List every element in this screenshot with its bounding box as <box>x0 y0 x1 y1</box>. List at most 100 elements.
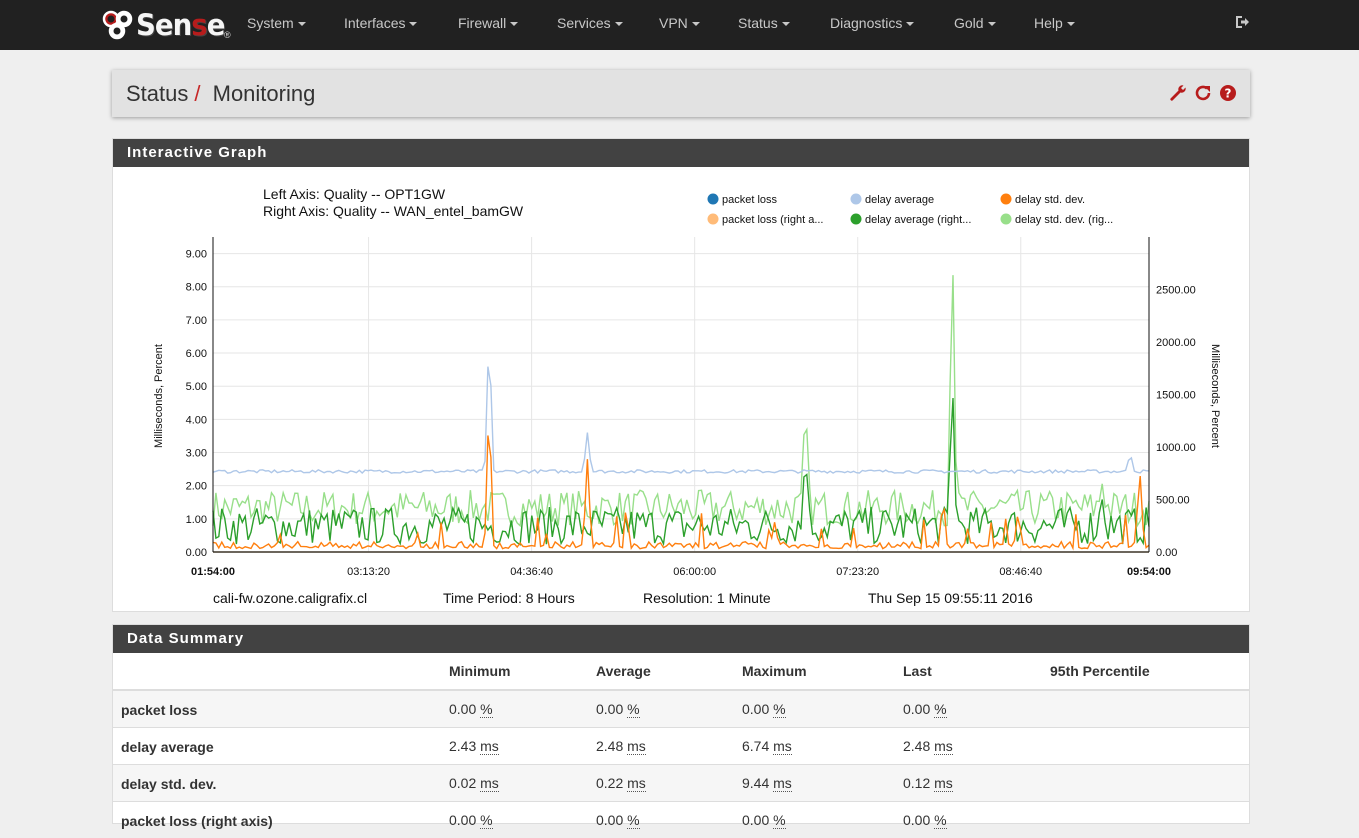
summary-cell-max: 0.00 % <box>741 800 902 838</box>
summary-column-header: Last <box>902 653 1049 691</box>
x-tick-label: 03:13:20 <box>347 566 390 578</box>
legend-label: packet loss (right a... <box>722 214 824 226</box>
caret-down-icon <box>781 22 790 27</box>
summary-unit: ms <box>773 737 792 755</box>
summary-value: 0.22 <box>596 774 624 791</box>
summary-cell-percentile <box>1049 800 1249 838</box>
refresh-icon[interactable] <box>1194 84 1212 102</box>
x-tick-label: 01:54:00 <box>191 566 235 578</box>
y-left-tick-label: 8.00 <box>186 282 207 294</box>
y-left-tick-label: 0.00 <box>186 547 207 559</box>
summary-unit: % <box>934 811 947 829</box>
caret-down-icon <box>614 22 623 27</box>
series-line-2 <box>212 435 1150 551</box>
summary-cell-min: 0.00 % <box>448 689 595 727</box>
nav-interfaces-menu[interactable]: Interfaces <box>344 0 418 50</box>
y-left-tick-label: 5.00 <box>186 381 207 393</box>
nav-firewall-menu[interactable]: Firewall <box>458 0 519 50</box>
series-line-4 <box>212 397 1150 547</box>
summary-value: 6.74 <box>742 737 770 754</box>
summary-value: 2.48 <box>903 737 931 754</box>
summary-cell-avg: 0.00 % <box>595 800 741 838</box>
legend-swatch <box>1000 213 1012 225</box>
nav-system-menu[interactable]: System <box>247 0 306 50</box>
axis-info-left: Left Axis: Quality -- OPT1GW <box>263 186 446 202</box>
summary-unit: ms <box>627 774 646 792</box>
logo-circles-icon <box>102 10 133 40</box>
wrench-icon[interactable] <box>1169 84 1187 102</box>
legend-swatch <box>1000 193 1012 205</box>
legend-label: packet loss <box>722 194 778 206</box>
breadcrumb: Status / Monitoring ? <box>112 70 1250 117</box>
y-left-tick-label: 2.00 <box>186 481 207 493</box>
table-row: delay average 2.43 ms 2.48 ms 6.74 ms 2.48 m… <box>113 726 1249 764</box>
time-period-label: Time Period: 8 Hours <box>443 590 575 606</box>
summary-cell-avg: 0.22 ms <box>595 763 741 801</box>
nav-vpn-menu[interactable]: VPN <box>659 0 700 50</box>
summary-cell-avg: 2.48 ms <box>595 726 741 764</box>
summary-cell-percentile <box>1049 726 1249 764</box>
legend-label: delay std. dev. (rig... <box>1015 214 1113 226</box>
summary-cell-max: 0.00 % <box>741 689 902 727</box>
summary-row-name: packet loss <box>113 689 448 727</box>
x-tick-label: 08:46:40 <box>999 566 1042 578</box>
y-left-tick-label: 4.00 <box>186 414 207 426</box>
legend-swatch <box>707 193 719 205</box>
resolution-label: Resolution: 1 Minute <box>643 590 771 606</box>
summary-unit: ms <box>934 774 953 792</box>
legend-swatch <box>850 213 862 225</box>
summary-cell-percentile <box>1049 763 1249 801</box>
monitoring-chart[interactable]: Left Axis: Quality -- OPT1GW Right Axis:… <box>113 167 1249 611</box>
nav-menu-label: Help <box>1034 15 1063 31</box>
summary-value: 0.00 <box>903 811 931 828</box>
nav-diagnostics-menu[interactable]: Diagnostics <box>830 0 915 50</box>
table-row: packet loss (right axis) 0.00 % 0.00 % 0.00… <box>113 800 1249 838</box>
series-line-5 <box>212 275 1150 528</box>
summary-unit: % <box>773 811 786 829</box>
summary-row-name: packet loss (right axis) <box>113 800 448 838</box>
nav-menu-label: System <box>247 15 294 31</box>
caret-down-icon <box>691 22 700 27</box>
summary-column-header: Maximum <box>741 653 902 691</box>
summary-cell-last: 0.00 % <box>902 800 1049 838</box>
summary-cell-min: 0.02 ms <box>448 763 595 801</box>
summary-cell-avg: 0.00 % <box>595 689 741 727</box>
legend-label: delay average (right... <box>865 214 971 226</box>
summary-row-name: delay average <box>113 726 448 764</box>
summary-unit: ms <box>934 737 953 755</box>
summary-table: Minimum Average Maximum Last 95th Percentile… <box>113 653 1249 838</box>
summary-unit: % <box>627 811 640 829</box>
breadcrumb-parent[interactable]: Status <box>126 81 189 106</box>
table-row: packet loss 0.00 % 0.00 % 0.00 % 0.00 % <box>113 689 1249 727</box>
x-tick-label: 06:00:00 <box>673 566 716 578</box>
nav-gold-menu[interactable]: Gold <box>954 0 996 50</box>
panel-heading: Data Summary <box>113 625 1249 653</box>
nav-menu-label: Gold <box>954 15 984 31</box>
summary-value: 0.12 <box>903 774 931 791</box>
y-right-tick-label: 1500.00 <box>1156 390 1196 402</box>
legend-swatch <box>707 213 719 225</box>
help-icon[interactable]: ? <box>1219 84 1237 102</box>
y-right-tick-label: 2000.00 <box>1156 337 1196 349</box>
nav-help-menu[interactable]: Help <box>1034 0 1075 50</box>
y-right-tick-label: 0.00 <box>1156 547 1177 559</box>
summary-value: 0.02 <box>449 774 477 791</box>
summary-cell-max: 6.74 ms <box>741 726 902 764</box>
caret-down-icon <box>1066 22 1075 27</box>
x-tick-label: 07:23:20 <box>836 566 879 578</box>
summary-column-header <box>113 653 448 691</box>
summary-unit: ms <box>627 737 646 755</box>
nav-status-menu[interactable]: Status <box>738 0 790 50</box>
y-left-tick-label: 1.00 <box>186 514 207 526</box>
summary-column-header: Minimum <box>448 653 595 691</box>
summary-cell-min: 0.00 % <box>448 800 595 838</box>
summary-row-name: delay std. dev. <box>113 763 448 801</box>
summary-value: 0.00 <box>903 701 931 717</box>
panel-heading: Interactive Graph <box>113 139 1249 167</box>
nav-menu-label: Services <box>557 15 611 31</box>
table-row: delay std. dev. 0.02 ms 0.22 ms 9.44 ms 0.12… <box>113 763 1249 801</box>
logout-icon[interactable] <box>1234 14 1250 30</box>
nav-services-menu[interactable]: Services <box>557 0 623 50</box>
pfsense-logo[interactable]: Sense ® <box>102 8 232 42</box>
summary-column-header: 95th Percentile <box>1049 653 1249 691</box>
